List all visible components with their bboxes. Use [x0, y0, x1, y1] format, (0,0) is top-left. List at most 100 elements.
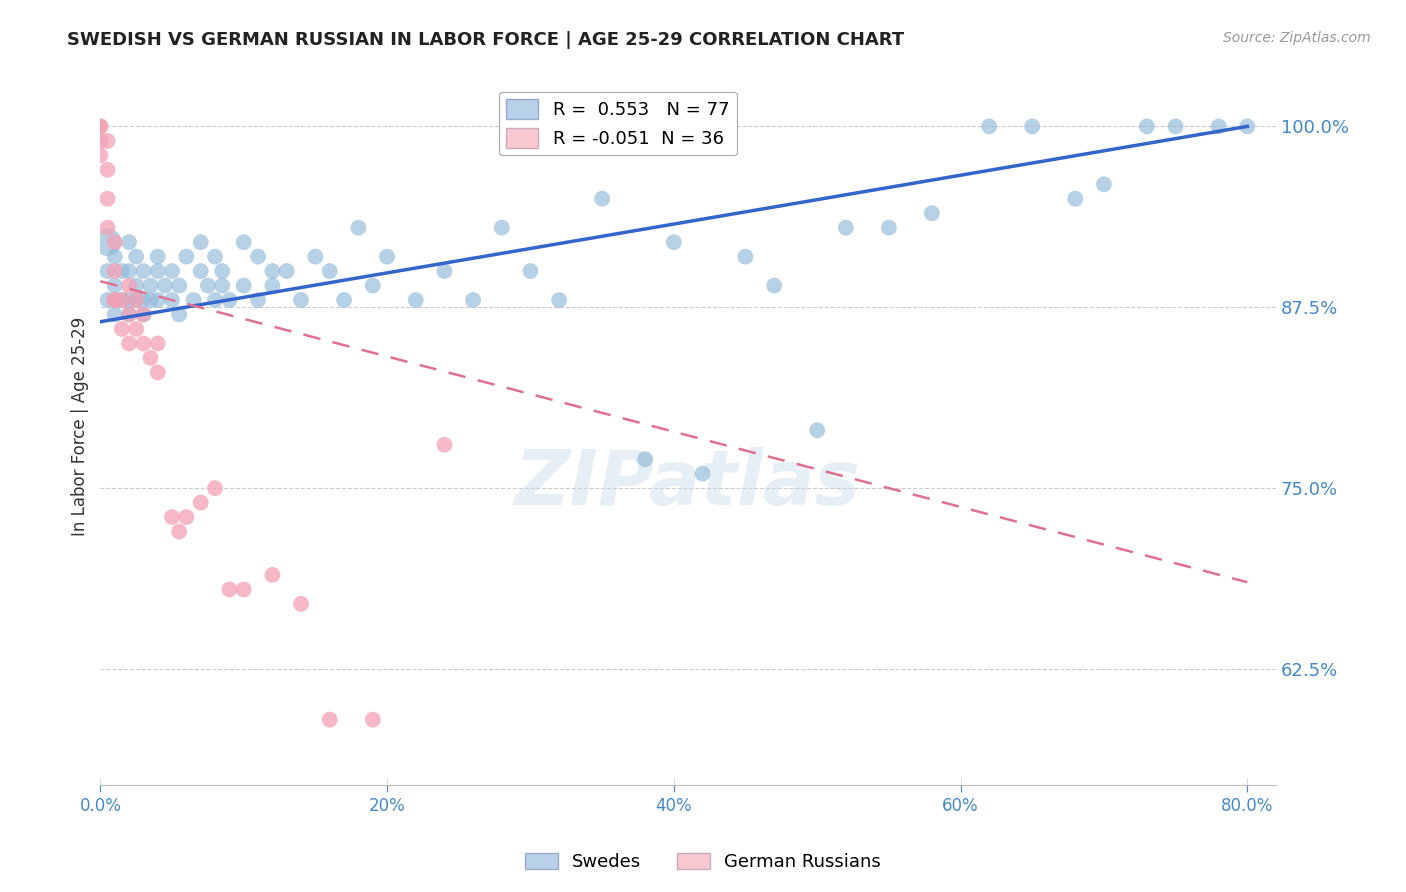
- Point: [146, 365, 169, 379]
- Legend: R =  0.553   N = 77, R = -0.051  N = 36: R = 0.553 N = 77, R = -0.051 N = 36: [499, 92, 737, 155]
- Point: [125, 322, 148, 336]
- Point: [190, 495, 212, 509]
- Point: [125, 293, 148, 307]
- Point: [132, 336, 155, 351]
- Text: Source: ZipAtlas.com: Source: ZipAtlas.com: [1223, 31, 1371, 45]
- Point: [160, 264, 183, 278]
- Point: [190, 235, 212, 249]
- Point: [104, 278, 127, 293]
- Point: [104, 293, 127, 307]
- Point: [132, 264, 155, 278]
- Point: [361, 713, 384, 727]
- Point: [96, 192, 118, 206]
- Point: [491, 220, 513, 235]
- Point: [167, 524, 190, 539]
- Point: [232, 582, 254, 597]
- Point: [96, 235, 118, 249]
- Point: [125, 278, 148, 293]
- Point: [1236, 120, 1258, 134]
- Point: [262, 264, 284, 278]
- Point: [167, 278, 190, 293]
- Point: [139, 351, 162, 365]
- Point: [118, 278, 141, 293]
- Point: [118, 264, 141, 278]
- Point: [118, 336, 141, 351]
- Legend: Swedes, German Russians: Swedes, German Russians: [517, 846, 889, 879]
- Point: [139, 293, 162, 307]
- Point: [96, 162, 118, 177]
- Point: [104, 235, 127, 249]
- Point: [96, 220, 118, 235]
- Point: [290, 597, 312, 611]
- Point: [347, 220, 370, 235]
- Point: [1021, 120, 1043, 134]
- Point: [806, 423, 828, 437]
- Point: [548, 293, 571, 307]
- Point: [319, 713, 342, 727]
- Text: ZIPatlas: ZIPatlas: [515, 447, 860, 521]
- Point: [190, 264, 212, 278]
- Point: [132, 293, 155, 307]
- Point: [111, 264, 134, 278]
- Point: [132, 308, 155, 322]
- Point: [118, 293, 141, 307]
- Point: [979, 120, 1001, 134]
- Point: [405, 293, 427, 307]
- Point: [104, 293, 127, 307]
- Point: [183, 293, 205, 307]
- Point: [877, 220, 900, 235]
- Point: [146, 250, 169, 264]
- Point: [125, 293, 148, 307]
- Point: [519, 264, 541, 278]
- Point: [89, 148, 111, 162]
- Point: [111, 322, 134, 336]
- Point: [232, 278, 254, 293]
- Point: [125, 250, 148, 264]
- Point: [461, 293, 484, 307]
- Point: [232, 235, 254, 249]
- Point: [333, 293, 356, 307]
- Text: SWEDISH VS GERMAN RUSSIAN IN LABOR FORCE | AGE 25-29 CORRELATION CHART: SWEDISH VS GERMAN RUSSIAN IN LABOR FORCE…: [67, 31, 904, 49]
- Point: [211, 264, 233, 278]
- Point: [262, 278, 284, 293]
- Point: [132, 308, 155, 322]
- Point: [96, 134, 118, 148]
- Point: [160, 510, 183, 524]
- Point: [176, 250, 198, 264]
- Point: [104, 264, 127, 278]
- Point: [734, 250, 756, 264]
- Point: [835, 220, 858, 235]
- Point: [96, 293, 118, 307]
- Point: [176, 510, 198, 524]
- Point: [139, 278, 162, 293]
- Point: [1092, 178, 1115, 192]
- Y-axis label: In Labor Force | Age 25-29: In Labor Force | Age 25-29: [72, 317, 89, 536]
- Point: [204, 250, 226, 264]
- Point: [262, 568, 284, 582]
- Point: [433, 438, 456, 452]
- Point: [591, 192, 613, 206]
- Point: [204, 293, 226, 307]
- Point: [104, 250, 127, 264]
- Point: [247, 293, 270, 307]
- Point: [160, 293, 183, 307]
- Point: [104, 293, 127, 307]
- Point: [290, 293, 312, 307]
- Point: [89, 120, 111, 134]
- Point: [211, 278, 233, 293]
- Point: [118, 308, 141, 322]
- Point: [146, 264, 169, 278]
- Point: [204, 481, 226, 495]
- Point: [118, 308, 141, 322]
- Point: [433, 264, 456, 278]
- Point: [319, 264, 342, 278]
- Point: [276, 264, 298, 278]
- Point: [153, 278, 176, 293]
- Point: [1064, 192, 1087, 206]
- Point: [89, 134, 111, 148]
- Point: [218, 293, 240, 307]
- Point: [763, 278, 786, 293]
- Point: [247, 250, 270, 264]
- Point: [111, 293, 134, 307]
- Point: [921, 206, 943, 220]
